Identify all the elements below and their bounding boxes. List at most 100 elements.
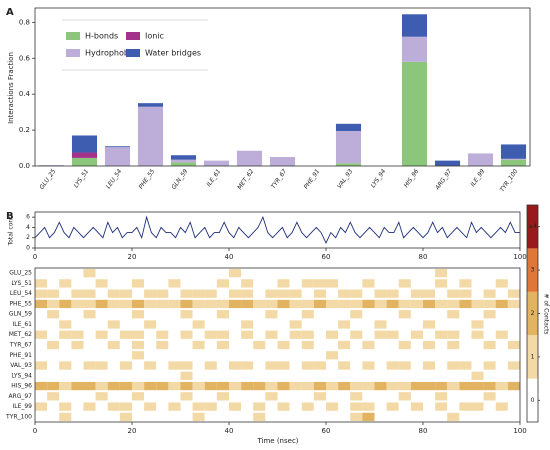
heat-cell	[471, 330, 484, 339]
heat-cell	[83, 340, 96, 350]
heat-cell	[495, 269, 508, 278]
heat-cell	[156, 320, 169, 329]
heat-cell	[253, 381, 266, 391]
heat-cell	[338, 361, 351, 370]
heat-cell	[35, 402, 48, 411]
heat-cell	[386, 371, 399, 380]
heat-cell	[495, 330, 508, 339]
heat-cell	[95, 351, 108, 360]
heat-cell	[95, 279, 108, 288]
bar-segment	[401, 61, 428, 167]
heat-cell	[338, 299, 351, 309]
heat-cell	[374, 381, 387, 391]
plot-frame	[34, 7, 531, 167]
heat-cell	[398, 310, 411, 319]
x-tick-label: 40	[225, 253, 234, 261]
x-tick-label: HIS_96	[403, 168, 421, 189]
heat-cell	[495, 371, 508, 380]
heat-cell	[277, 310, 290, 319]
heat-cell	[156, 269, 169, 278]
heat-cell	[338, 340, 351, 350]
heat-cell	[423, 402, 436, 411]
heat-cell	[398, 412, 411, 421]
heat-cell	[447, 330, 460, 339]
heat-cell	[374, 340, 387, 350]
heat-cell	[35, 310, 48, 319]
heat-cell	[229, 299, 242, 309]
heat-cell	[471, 279, 484, 288]
heat-cell	[386, 310, 399, 319]
heat-cell	[459, 381, 472, 391]
x-tick-label: 0	[33, 427, 37, 435]
heat-cell	[471, 381, 484, 391]
heat-cell	[119, 392, 132, 401]
heat-cell	[35, 381, 48, 391]
heat-cell	[253, 351, 266, 360]
heat-cell	[435, 412, 448, 421]
heat-cell	[47, 392, 60, 401]
colorbar-band	[527, 335, 538, 379]
heat-cell	[313, 402, 326, 411]
y-tick-label: 0.8	[19, 18, 30, 26]
heat-cell	[410, 412, 423, 421]
heat-cell	[410, 330, 423, 339]
heat-cell	[435, 392, 448, 401]
row-label: VAL_93	[10, 362, 32, 369]
heat-cell	[47, 330, 60, 339]
heat-cell	[59, 402, 72, 411]
heat-cell	[338, 371, 351, 380]
heat-cell	[435, 320, 448, 329]
heat-cell	[47, 289, 60, 298]
heat-cell	[216, 320, 229, 329]
heat-cell	[180, 279, 193, 288]
heat-cell	[241, 402, 254, 411]
heat-cell	[144, 392, 157, 401]
heat-cell	[289, 371, 302, 380]
heat-cell	[435, 299, 448, 309]
heat-cell	[423, 412, 436, 421]
heat-cell	[229, 310, 242, 319]
heat-cell	[35, 279, 48, 288]
heat-cell	[326, 330, 339, 339]
heat-cell	[132, 289, 145, 298]
heat-cell	[301, 330, 314, 339]
heat-cell	[265, 330, 278, 339]
heat-cell	[192, 289, 205, 298]
bar-segment	[401, 36, 428, 62]
panel-label: A	[6, 7, 14, 18]
heat-cell	[265, 381, 278, 391]
heat-cell	[459, 412, 472, 421]
heat-cell	[313, 330, 326, 339]
heat-cell	[495, 299, 508, 309]
heat-cell	[483, 320, 496, 329]
colorbar-label: # of Contacts	[543, 293, 550, 334]
heat-cell	[204, 279, 217, 288]
heat-cell	[289, 330, 302, 339]
heat-cell	[253, 299, 266, 309]
heat-cell	[277, 381, 290, 391]
heat-cell	[71, 412, 84, 421]
heat-cell	[386, 381, 399, 391]
heat-cell	[59, 340, 72, 350]
bar-segment	[434, 160, 461, 166]
heat-cell	[374, 299, 387, 309]
heat-cell	[35, 299, 48, 309]
heat-cell	[423, 340, 436, 350]
heat-cell	[277, 320, 290, 329]
heat-cell	[59, 279, 72, 288]
heat-cell	[168, 279, 181, 288]
heat-cell	[192, 361, 205, 370]
heat-cell	[180, 381, 193, 391]
row-label: GLN_59	[9, 311, 32, 318]
heat-cell	[435, 351, 448, 360]
heat-cell	[35, 320, 48, 329]
heat-cell	[277, 351, 290, 360]
heat-cell	[144, 320, 157, 329]
heat-cell	[95, 381, 108, 391]
heat-cell	[301, 371, 314, 380]
heat-cell	[471, 351, 484, 360]
bar-segment	[38, 165, 65, 166]
heat-cell	[435, 371, 448, 380]
heat-cell	[471, 310, 484, 319]
heat-cell	[277, 340, 290, 350]
